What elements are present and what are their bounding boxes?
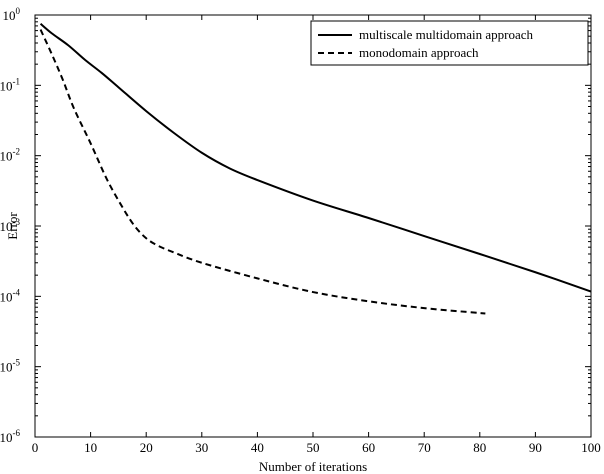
series-layer — [39, 23, 592, 315]
y-tick-label: 10-3 — [0, 217, 20, 234]
y-tick-label: 10-1 — [0, 76, 20, 93]
x-tick-label: 70 — [418, 440, 431, 455]
legend: multiscale multidomain approach monodoma… — [310, 20, 589, 66]
x-tick-label: 50 — [307, 440, 320, 455]
x-tick-label: 30 — [195, 440, 208, 455]
x-axis-label: Number of iterations — [259, 459, 367, 474]
legend-label-0: multiscale multidomain approach — [359, 27, 534, 42]
y-tick-label: 10-4 — [0, 287, 20, 304]
x-tick-label: 0 — [32, 440, 39, 455]
y-tick-label: 10-5 — [0, 358, 20, 375]
y-axis-label: Error — [5, 212, 20, 240]
x-tick-label: 40 — [251, 440, 264, 455]
y-tick-label: 100 — [3, 6, 21, 23]
x-axis-ticks: 0 10 20 30 40 50 60 70 80 90 100 — [32, 15, 601, 455]
legend-box — [310, 20, 589, 66]
x-tick-label: 90 — [529, 440, 542, 455]
series-line-0 — [39, 23, 592, 293]
x-tick-label: 80 — [473, 440, 486, 455]
plot-area — [34, 14, 592, 438]
y-axis-ticks: 100 10-1 10-2 10-3 10-4 10-5 10-6 — [0, 6, 591, 445]
series-line-1 — [39, 29, 486, 315]
y-tick-label: 10-2 — [0, 147, 20, 164]
legend-label-1: monodomain approach — [359, 45, 479, 60]
y-tick-label: 10-6 — [0, 428, 20, 445]
x-tick-label: 10 — [84, 440, 97, 455]
x-tick-label: 60 — [362, 440, 375, 455]
x-tick-label: 20 — [140, 440, 153, 455]
x-tick-label: 100 — [581, 440, 601, 455]
